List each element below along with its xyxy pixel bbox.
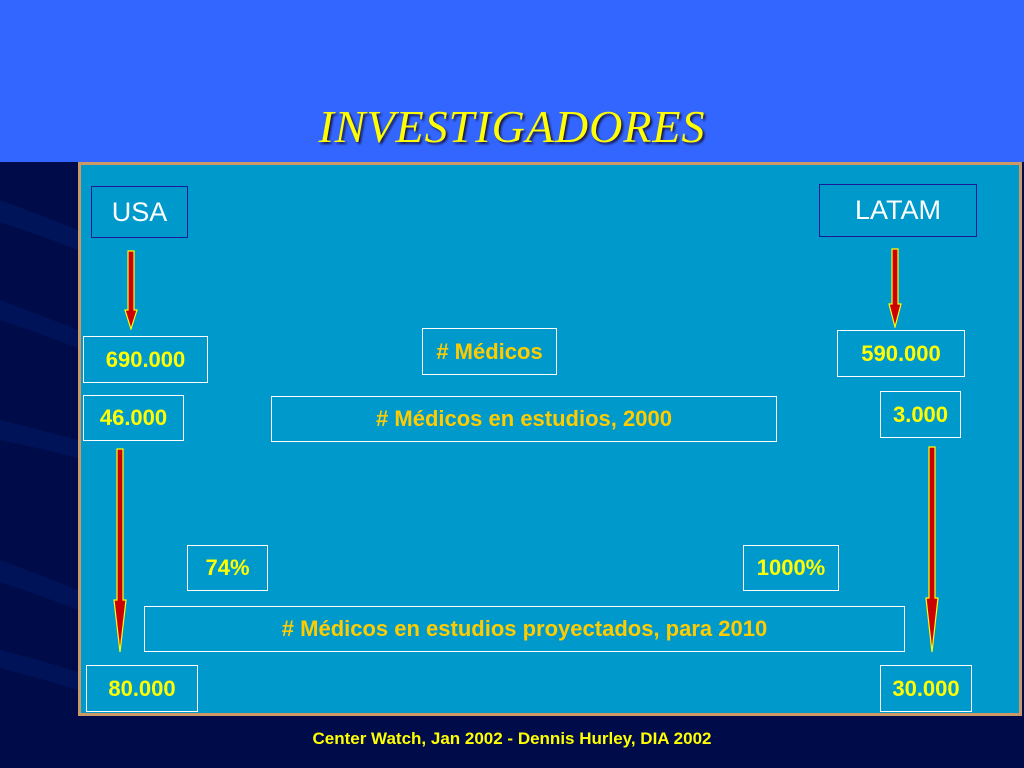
proyectados-2010-label: # Médicos en estudios proyectados, para … bbox=[144, 606, 905, 652]
usa-medicos-value: 690.000 bbox=[83, 336, 208, 383]
latam-down-arrow-top bbox=[888, 248, 902, 328]
medicos-label: # Médicos bbox=[422, 328, 557, 375]
usa-down-arrow-top bbox=[124, 250, 138, 330]
latam-medicos-value: 590.000 bbox=[837, 330, 965, 377]
content-panel bbox=[78, 162, 1022, 716]
usa-region-box: USA bbox=[91, 186, 188, 238]
usa-estudios-2000-value: 46.000 bbox=[83, 395, 184, 441]
slide-title: INVESTIGADORES bbox=[318, 101, 706, 152]
latam-growth-percent: 1000% bbox=[743, 545, 839, 591]
source-citation: Center Watch, Jan 2002 - Dennis Hurley, … bbox=[312, 729, 712, 748]
usa-proyectados-2010-value: 80.000 bbox=[86, 665, 198, 712]
usa-growth-percent: 74% bbox=[187, 545, 268, 591]
usa-down-arrow-long bbox=[113, 448, 127, 653]
latam-estudios-2000-value: 3.000 bbox=[880, 391, 961, 438]
header-band bbox=[0, 0, 1024, 162]
latam-proyectados-2010-value: 30.000 bbox=[880, 665, 972, 712]
estudios-2000-label: # Médicos en estudios, 2000 bbox=[271, 396, 777, 442]
latam-down-arrow-long bbox=[925, 446, 939, 653]
latam-region-box: LATAM bbox=[819, 184, 977, 237]
